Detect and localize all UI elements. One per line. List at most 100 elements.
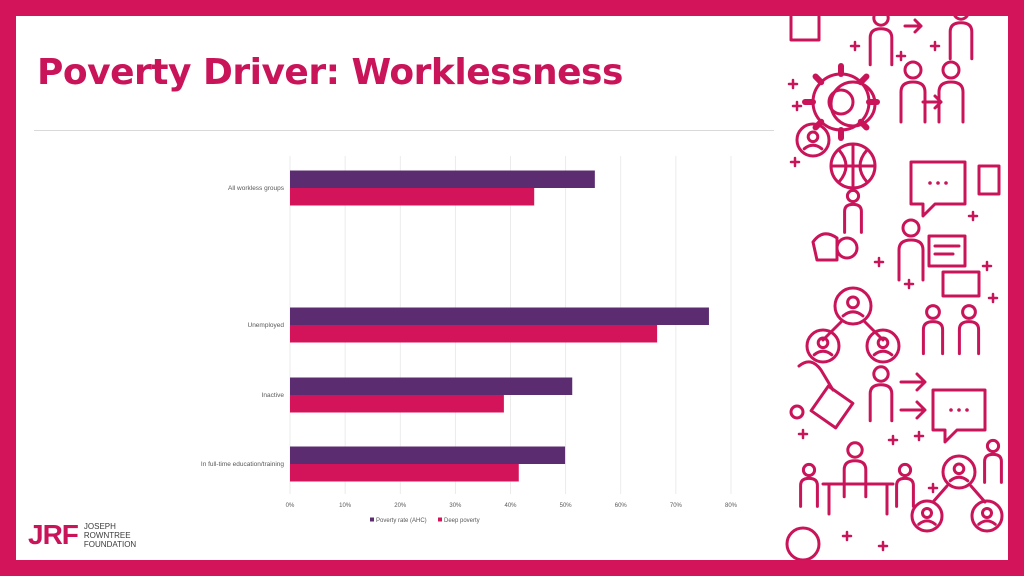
avatar-head-icon [952, 462, 966, 476]
plus-icon [913, 430, 925, 442]
decorative-icon-pattern [783, 16, 1008, 560]
globe-icon [785, 526, 821, 560]
dot-icon [957, 408, 961, 412]
table-icon [821, 482, 895, 516]
person-head-icon [903, 60, 923, 80]
logo-line-1: JOSEPH [83, 521, 116, 531]
x-tick-label: 10% [339, 503, 352, 509]
person-head-icon [872, 365, 890, 383]
logo-line-3: FOUNDATION [83, 539, 137, 549]
avatar-shoulders-icon [977, 519, 997, 526]
x-tick-label: 60% [615, 503, 628, 509]
avatar-head-icon [876, 336, 890, 350]
person-head-icon [897, 462, 913, 478]
person-head-icon [925, 304, 941, 320]
person-body-icon [895, 476, 915, 508]
plus-icon [849, 40, 861, 52]
phone-icon [977, 164, 1001, 196]
avatar-head-icon [846, 295, 860, 310]
plus-icon [887, 434, 899, 446]
bar-poverty-rate [290, 170, 595, 188]
logo-line-2: ROWNTREE [83, 530, 131, 540]
bar-deep-poverty [290, 188, 535, 206]
plus-icon [791, 100, 803, 112]
avatar-circle-icon [910, 499, 944, 533]
person-body-icon [843, 202, 863, 234]
person-head-icon [801, 462, 817, 478]
gear-hub-icon [827, 88, 855, 116]
person-body-icon [799, 476, 819, 508]
person-body-icon [868, 383, 894, 423]
person-body-icon [868, 27, 894, 67]
avatar-head-icon [981, 507, 993, 519]
avatar-shoulders-icon [872, 349, 894, 357]
avatar-circle-icon [970, 499, 1004, 533]
person-head-icon [953, 16, 969, 21]
gear-tooth-icon [857, 73, 870, 86]
person-body-icon [842, 459, 868, 499]
avatar-shoulders-icon [841, 310, 865, 318]
bar-deep-poverty [290, 464, 519, 482]
plus-icon [927, 482, 939, 494]
plus-icon [929, 40, 941, 52]
dot-icon [949, 408, 953, 412]
legend-swatch [370, 517, 374, 522]
bar-poverty-rate [290, 446, 566, 464]
board-lines-icon [933, 244, 961, 256]
person-body-icon [921, 320, 945, 356]
avatar-circle-icon [941, 454, 977, 490]
hand-icon [797, 360, 835, 392]
bar-deep-poverty [290, 395, 504, 413]
arrow-icon [899, 372, 927, 392]
x-tick-label: 50% [560, 503, 573, 509]
avatar-shoulders-icon [917, 519, 937, 526]
bar-poverty-rate [290, 377, 573, 395]
dot-icon [928, 181, 932, 185]
person-head-icon [872, 16, 890, 27]
group-frame-icon [941, 270, 981, 298]
avatar-circle-icon [795, 122, 831, 158]
legend-swatch [438, 517, 442, 522]
x-tick-label: 70% [670, 503, 683, 509]
jrf-logo: JRF JOSEPH ROWNTREE FOUNDATION [28, 519, 136, 551]
person-head-icon [901, 218, 921, 238]
plus-icon [981, 260, 993, 272]
arrow-icon [903, 18, 923, 34]
person-head-icon [961, 304, 977, 320]
avatar-shoulders-icon [802, 143, 824, 151]
avatar-head-icon [816, 336, 830, 350]
plus-icon [873, 256, 885, 268]
bar-deep-poverty [290, 325, 658, 343]
bar-chart: 0% 10% 20% 30% 40% 50% 60% 70% 80% All workless g… [201, 156, 738, 524]
person-body-icon [957, 320, 981, 356]
person-head-icon [845, 188, 861, 204]
person-head-icon [846, 441, 864, 459]
dot-icon [944, 181, 948, 185]
category-label: In full-time education/training [201, 461, 284, 468]
legend-label: Deep poverty [444, 518, 480, 524]
category-label: Inactive [262, 392, 285, 399]
avatar-circle-icon [833, 286, 873, 326]
target-icon [835, 236, 859, 260]
avatar-circle-icon [805, 328, 841, 364]
person-body-icon [899, 80, 927, 124]
x-tick-label: 80% [725, 503, 738, 509]
x-tick-label: 0% [286, 503, 295, 509]
plus-icon [903, 278, 915, 290]
title-divider [34, 130, 774, 131]
person-body-icon [897, 238, 925, 282]
x-tick-label: 20% [394, 503, 407, 509]
legend-label: Poverty rate (AHC) [376, 518, 427, 524]
fist-icon [811, 232, 839, 262]
gear-tooth-icon [812, 73, 825, 86]
avatar-shoulders-icon [812, 349, 834, 357]
plus-icon [787, 78, 799, 90]
dot-icon [965, 408, 969, 412]
plus-icon [789, 156, 801, 168]
board-icon [927, 234, 967, 268]
person-head-icon [941, 60, 961, 80]
dot-icon [936, 181, 940, 185]
plus-icon [987, 292, 999, 304]
globe-icon [829, 80, 877, 128]
logo-mark: JRF [28, 519, 79, 550]
